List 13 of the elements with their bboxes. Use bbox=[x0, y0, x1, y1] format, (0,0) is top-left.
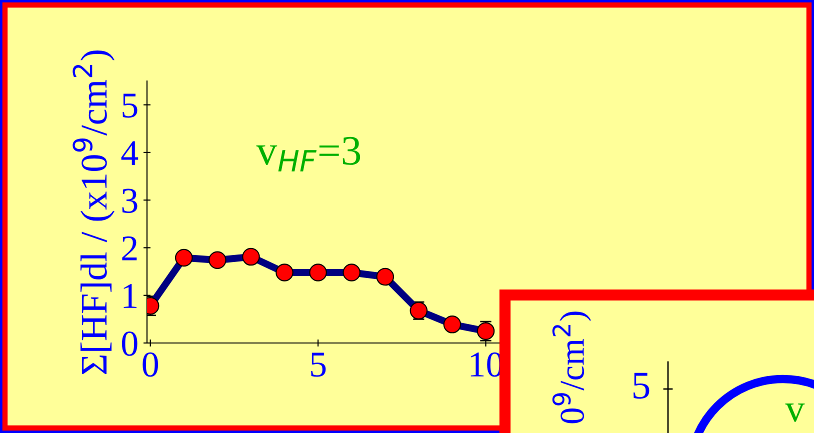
text: v bbox=[785, 404, 805, 422]
y-axis-title: Σ[HF]dl / (x10$^{9}$/cm$^{2}$) bbox=[72, 50, 115, 374]
y-tick-label: 0 bbox=[122, 332, 138, 356]
y-tick-label: 3 bbox=[122, 188, 138, 213]
annotation: v$_{HF}$=3 bbox=[256, 136, 360, 172]
y-tick-label: 4 bbox=[121, 141, 138, 165]
x-tick-label: 0 bbox=[142, 352, 158, 377]
y-tick-label: 5 bbox=[122, 94, 138, 118]
x-tick-label: 5 bbox=[311, 352, 326, 377]
y-tick-label: 2 bbox=[122, 236, 137, 260]
y-tick-label: 1 bbox=[124, 284, 136, 308]
text: 0$^{9}$/cm$^{2}$) bbox=[552, 312, 592, 424]
text: 5 bbox=[634, 372, 650, 399]
